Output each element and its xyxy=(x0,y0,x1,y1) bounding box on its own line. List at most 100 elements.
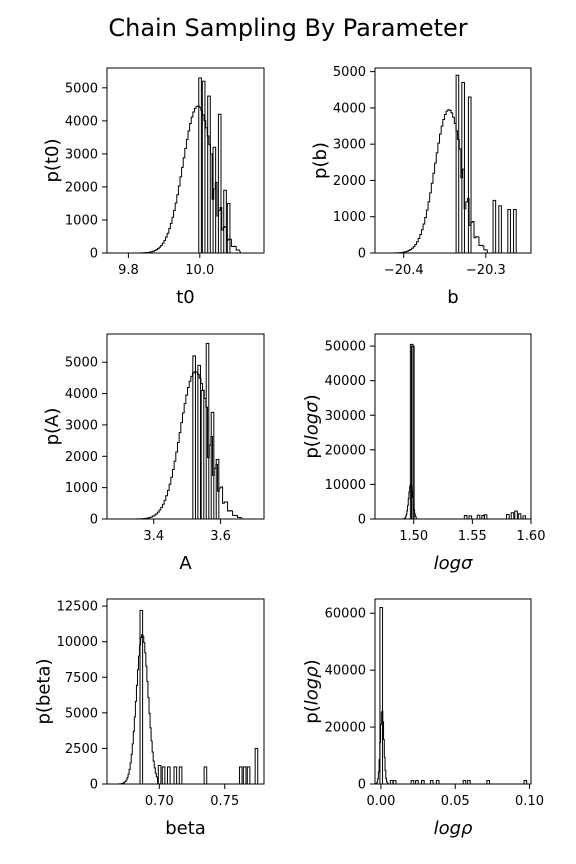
histogram-spike-bin xyxy=(492,199,497,254)
axes-frame xyxy=(106,333,265,520)
y-axis-label: p(b) xyxy=(310,142,331,179)
histogram-spike-bin xyxy=(462,780,467,785)
histogram-outline xyxy=(134,105,242,254)
panel-6: 0.00 0.05 0.10 0 20000 40000 60000 logρ p(logρ) xyxy=(302,598,544,839)
x-axis-label: t0 xyxy=(176,287,195,308)
y-tick-label: 3000 xyxy=(333,138,366,153)
y-tick-label: 1000 xyxy=(333,210,366,225)
histogram-spike-bin xyxy=(203,766,208,785)
x-tick-label: 3.4 xyxy=(143,529,164,544)
x-tick-label: −20.3 xyxy=(466,263,506,278)
histogram-spike-bin xyxy=(178,766,183,785)
x-axis-label: b xyxy=(447,287,458,308)
panel-5: 0.70 0.75 0 2500 5000 7500 10000 12500 beta p(bet… xyxy=(34,598,265,839)
histogram-spike-bin xyxy=(207,95,211,254)
y-axis-label: p(A) xyxy=(42,408,63,446)
histogram-spike-bin xyxy=(238,766,243,785)
y-tick-label: 60000 xyxy=(325,607,366,622)
y-tick-label: 3000 xyxy=(65,418,98,433)
histogram-spike-bin xyxy=(523,780,528,785)
histogram-spike-bin xyxy=(392,780,397,785)
histogram-spike-bin xyxy=(498,205,502,254)
histogram-spike-bin xyxy=(389,780,394,785)
y-tick-label: 4000 xyxy=(333,101,366,116)
x-tick-label: 3.6 xyxy=(210,529,231,544)
y-axis-label: p(t0) xyxy=(42,139,63,183)
y-tick-label: 5000 xyxy=(65,81,98,96)
x-axis-label: logρ xyxy=(434,818,473,839)
histogram-spike-bin xyxy=(455,74,460,254)
y-tick-label: 2000 xyxy=(333,174,366,189)
figure-title: Chain Sampling By Parameter xyxy=(108,14,467,42)
histogram-spike-bin xyxy=(467,96,472,254)
histogram-spike-bin xyxy=(483,514,488,520)
y-tick-label: 2500 xyxy=(65,742,98,757)
y-tick-label: 1000 xyxy=(65,481,98,496)
axes-frame xyxy=(374,67,532,254)
axes-frame xyxy=(374,598,532,785)
histogram-spike-bin xyxy=(223,189,227,254)
histogram-spike-bin xyxy=(506,514,510,520)
y-axis-label: p(logρ) xyxy=(302,659,323,723)
y-tick-label: 30000 xyxy=(325,409,366,424)
y-axis-label: p(beta) xyxy=(34,658,55,724)
y-tick-label: 40000 xyxy=(325,664,366,679)
histogram-outline xyxy=(117,634,159,785)
histogram-spike-bin xyxy=(379,607,384,785)
y-tick-label: 1000 xyxy=(65,213,98,228)
histogram-spike-bin xyxy=(467,780,471,785)
x-tick-label: 0.10 xyxy=(515,794,544,809)
y-tick-label: 3000 xyxy=(65,147,98,162)
histogram-spike-bin xyxy=(173,766,178,785)
axes-frame xyxy=(374,333,532,520)
histogram-spike-bin xyxy=(201,80,206,254)
y-tick-label: 4000 xyxy=(65,387,98,402)
y-tick-label: 0 xyxy=(358,778,366,793)
y-tick-label: 0 xyxy=(90,778,98,793)
y-tick-label: 5000 xyxy=(65,706,98,721)
x-axis-label: beta xyxy=(165,818,206,839)
histogram-spike-bin xyxy=(192,355,196,520)
x-axis-label: A xyxy=(179,553,192,574)
panel-4: 1.50 1.55 1.60 0 10000 20000 30000 40000 50000 lo… xyxy=(302,333,546,574)
y-tick-label: 10000 xyxy=(57,635,98,650)
y-tick-label: 5000 xyxy=(65,356,98,371)
x-tick-label: 0.05 xyxy=(441,794,470,809)
y-tick-label: 2000 xyxy=(65,180,98,195)
y-tick-label: 10000 xyxy=(325,478,366,493)
histogram-outline xyxy=(131,371,243,520)
histogram-spike-bin xyxy=(463,515,468,520)
panel-3: 3.4 3.6 0 1000 2000 3000 4000 5000 Ap(A) xyxy=(42,333,265,574)
histogram-spike-bin xyxy=(435,780,440,785)
axes-frame xyxy=(106,598,265,785)
histogram-spike-bin xyxy=(246,766,251,785)
y-tick-label: 0 xyxy=(90,247,98,262)
histogram-spike-bin xyxy=(166,766,171,785)
histogram-spike-bin xyxy=(242,766,247,785)
histogram-spike-bin xyxy=(212,146,217,254)
y-tick-label: 0 xyxy=(358,247,366,262)
panel-1: 9.8 10.0 0 1000 2000 3000 4000 5000 t0 p(t0) xyxy=(42,67,265,308)
histogram-spike-bin xyxy=(421,780,425,785)
x-tick-label: 9.8 xyxy=(118,263,139,278)
histogram-spike-bin xyxy=(197,364,201,520)
x-tick-label: 1.55 xyxy=(458,529,487,544)
y-tick-label: 50000 xyxy=(325,340,366,355)
histogram-spike-bin xyxy=(226,202,231,254)
x-tick-label: 0.70 xyxy=(145,794,174,809)
histogram-spike-bin xyxy=(514,510,518,520)
x-tick-label: 1.60 xyxy=(517,529,546,544)
y-tick-label: 12500 xyxy=(57,600,98,615)
x-axis-label: logσ xyxy=(434,553,473,574)
histogram-spike-bin xyxy=(476,514,481,520)
histogram-spike-bin xyxy=(461,82,465,254)
histogram-spike-bin xyxy=(161,766,166,785)
histogram-spike-bin xyxy=(200,389,205,520)
y-tick-label: 40000 xyxy=(325,374,366,389)
histogram-spike-bin xyxy=(157,765,162,785)
histogram-spike-bin xyxy=(517,513,522,520)
x-tick-label: 0.00 xyxy=(366,794,395,809)
histogram-spike-bin xyxy=(410,780,415,785)
histogram-spike-bin xyxy=(217,113,222,254)
